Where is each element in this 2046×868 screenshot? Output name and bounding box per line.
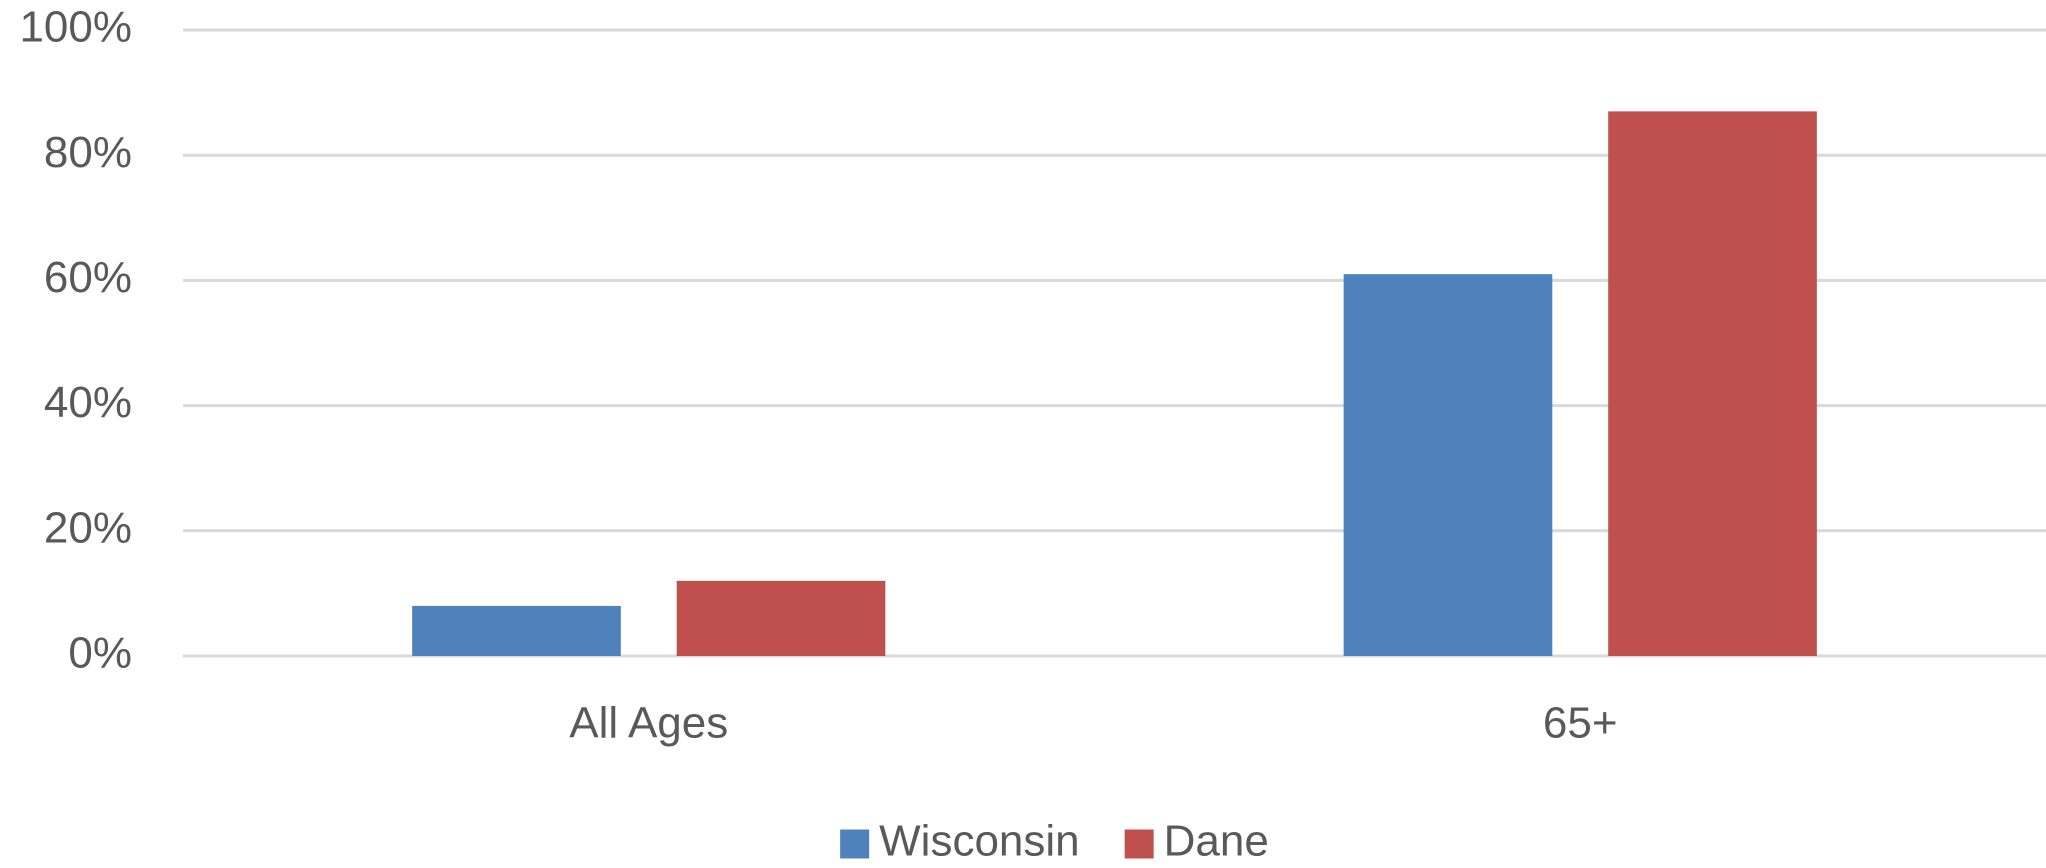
legend-swatch [840, 829, 870, 859]
legend-label: Wisconsin [879, 817, 1080, 866]
bar [1608, 111, 1817, 656]
y-tick-label: 40% [44, 378, 132, 427]
bar [676, 580, 886, 656]
x-tick-label: 65+ [1543, 699, 1618, 748]
y-tick-label: 0% [68, 629, 132, 678]
y-tick-label: 20% [44, 503, 132, 552]
y-tick-label: 60% [44, 253, 132, 302]
y-tick-label: 100% [19, 3, 132, 52]
x-tick-label: All Ages [569, 699, 728, 748]
bar [412, 605, 621, 656]
legend-label: Dane [1164, 817, 1269, 866]
y-tick-label: 80% [44, 128, 132, 177]
legend-swatch [1124, 829, 1154, 859]
bar [1343, 274, 1553, 656]
